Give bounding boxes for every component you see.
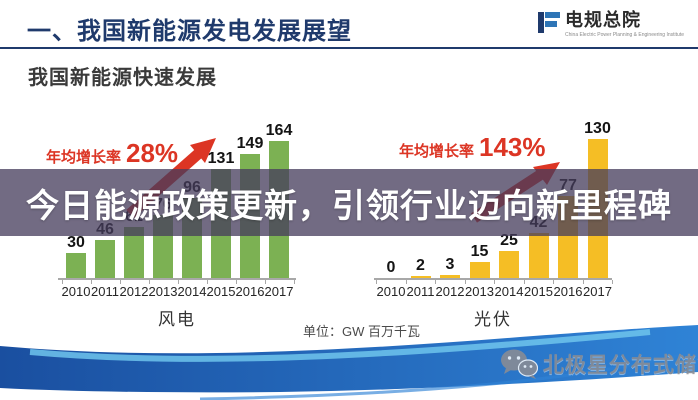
year-label: 2014 xyxy=(494,284,524,299)
year-label: 2015 xyxy=(206,284,236,299)
axis-tick xyxy=(293,280,295,284)
bar-value-label: 0 xyxy=(386,259,396,276)
bar xyxy=(528,233,549,278)
year-label: 2010 xyxy=(376,284,406,299)
year-label: 2016 xyxy=(553,284,583,299)
chart-title: 风电 xyxy=(158,310,196,329)
axis-tick xyxy=(553,280,555,284)
wind-growth-annotation: 年均增长率 28% xyxy=(46,138,179,168)
axis-tick xyxy=(61,280,63,284)
axis-tick xyxy=(235,280,237,284)
axis-tick xyxy=(264,280,266,284)
year-label: 2014 xyxy=(177,284,207,299)
x-axis xyxy=(58,278,296,280)
year-label: 2010 xyxy=(61,284,91,299)
logo-icon xyxy=(538,12,561,33)
bar xyxy=(95,240,115,278)
bar xyxy=(124,227,144,278)
axis-tick xyxy=(376,280,378,284)
logo: 电规总院 China Electric Power Planning & Eng… xyxy=(537,10,684,38)
axis-tick xyxy=(90,280,92,284)
axis-tick xyxy=(405,280,407,284)
axis-tick xyxy=(612,280,614,284)
year-label: 2011 xyxy=(406,284,435,299)
bar xyxy=(66,253,86,278)
axis-tick xyxy=(119,280,121,284)
x-axis xyxy=(374,278,612,280)
bar xyxy=(440,275,460,278)
year-label: 2015 xyxy=(524,284,553,299)
bar-value-label: 130 xyxy=(584,120,611,137)
year-label: 2012 xyxy=(435,284,465,299)
bar-value-label: 25 xyxy=(500,232,518,249)
axis-tick xyxy=(177,280,179,284)
year-label: 2017 xyxy=(583,284,612,299)
solar-growth-annotation: 年均增长率 143% xyxy=(399,132,546,162)
year-label: 2012 xyxy=(119,284,149,299)
axis-tick xyxy=(523,280,525,284)
axis-tick xyxy=(494,280,496,284)
header-divider xyxy=(0,47,698,49)
axis-tick xyxy=(464,280,466,284)
section-subtitle: 我国新能源快速发展 xyxy=(28,67,217,89)
year-label: 2013 xyxy=(148,284,178,299)
bar-value-label: 15 xyxy=(470,243,489,260)
year-label: 2017 xyxy=(264,284,294,299)
year-label: 2011 xyxy=(91,284,119,299)
page-title: 一、我国新能源发电发展展望 xyxy=(27,18,352,45)
year-label: 2013 xyxy=(465,284,494,299)
wechat-icon xyxy=(501,349,538,379)
unit-note: 单位：GW 百万千瓦 xyxy=(303,324,420,339)
bar xyxy=(410,276,431,278)
bar-value-label: 3 xyxy=(445,256,455,273)
watermark-text: 北极星分布式储能 xyxy=(543,354,698,377)
bar-value-label: 30 xyxy=(67,234,85,251)
watermark: 北极星分布式储能 xyxy=(500,349,698,379)
axis-tick xyxy=(148,280,150,284)
bar-value-label: 2 xyxy=(416,257,425,274)
logo-subtext: China Electric Power Planning & Engineer… xyxy=(565,32,684,38)
chart-title: 光伏 xyxy=(474,310,512,329)
axis-tick xyxy=(582,280,584,284)
axis-tick xyxy=(206,280,208,284)
news-banner: 今日能源政策更新，引领行业迈向新里程碑 xyxy=(0,169,698,236)
bar-value-label: 149 xyxy=(236,135,264,152)
logo-text: 电规总院 xyxy=(565,10,642,30)
year-label: 2016 xyxy=(235,284,265,299)
bar xyxy=(499,251,519,278)
bar-value-label: 164 xyxy=(265,122,293,139)
news-banner-text: 今日能源政策更新，引领行业迈向新里程碑 xyxy=(26,186,672,224)
bar xyxy=(469,262,490,278)
axis-tick xyxy=(435,280,437,284)
